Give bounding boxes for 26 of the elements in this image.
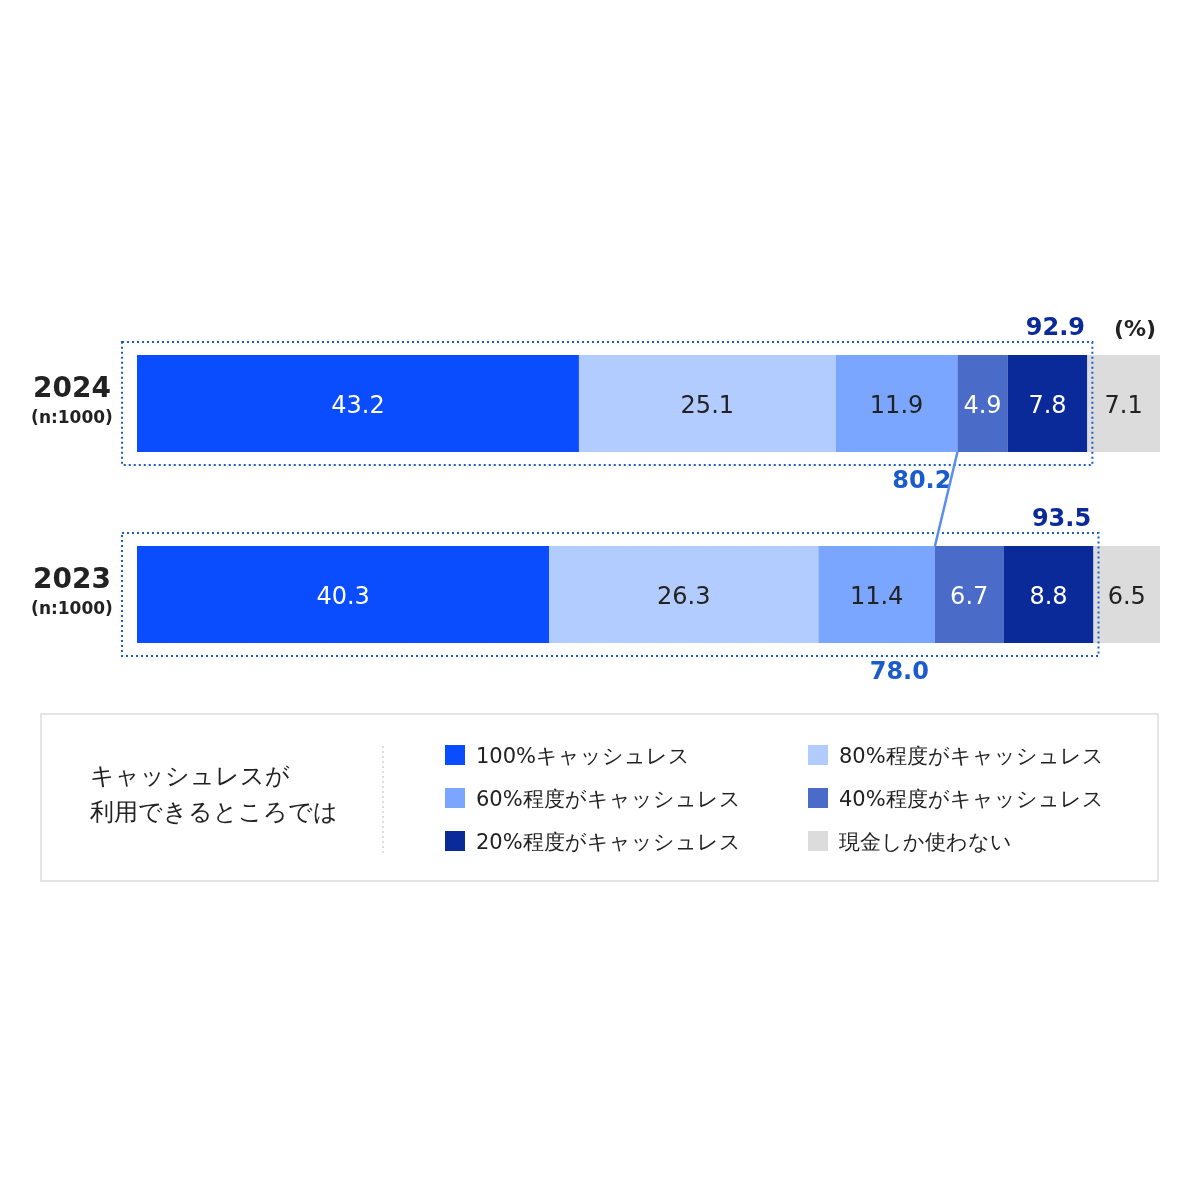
category-label: 2024 (n:1000) (31, 371, 113, 427)
data-label: 26.3 (657, 581, 711, 610)
annotation: 92.9 (1025, 313, 1085, 341)
data-label: 6.5 (1107, 581, 1146, 610)
legend-label: 20%程度がキャッシュレス (476, 830, 741, 854)
annotation: 78.0 (869, 657, 929, 685)
data-label: 4.9 (963, 390, 1002, 419)
legend-label: 60%程度がキャッシュレス (476, 787, 741, 811)
data-label: 11.4 (849, 581, 904, 610)
annotation: 93.5 (1031, 504, 1092, 532)
data-label: 43.2 (331, 390, 385, 419)
data-label: 11.9 (869, 390, 924, 419)
legend-label: 80%程度がキャッシュレス (839, 744, 1104, 768)
data-label: 8.8 (1029, 581, 1068, 610)
legend-label: 40%程度がキャッシュレス (839, 787, 1104, 811)
annotation: 80.2 (892, 466, 952, 494)
data-label: 40.3 (316, 581, 370, 610)
data-label: 7.8 (1028, 390, 1067, 419)
legend-title: キャッシュレスが利用できるところでは (90, 762, 338, 826)
data-label: 7.1 (1104, 390, 1143, 419)
data-label: 25.1 (680, 390, 735, 419)
annotation: (%) (1113, 316, 1157, 341)
legend-label: 現金しか使わない (839, 830, 1012, 854)
category-label: 2023 (n:1000) (31, 562, 113, 618)
data-label: 6.7 (950, 581, 989, 610)
legend-label: 100%キャッシュレス (476, 744, 691, 768)
